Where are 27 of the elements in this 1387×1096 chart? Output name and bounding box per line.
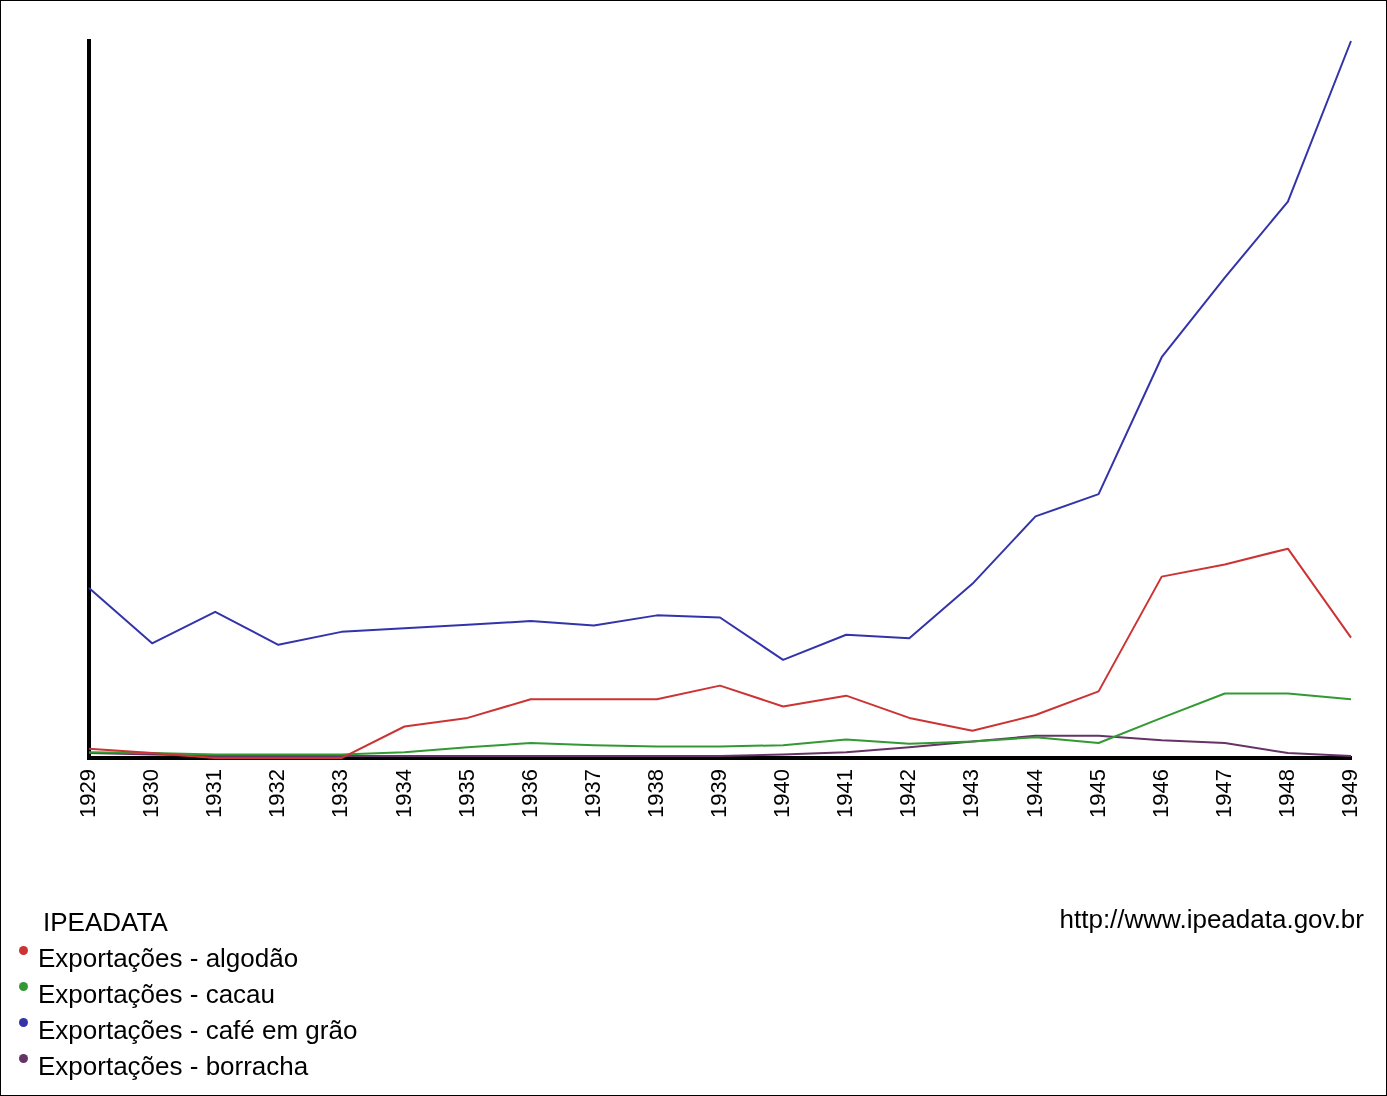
x-tick-label: 1945 bbox=[1084, 769, 1110, 819]
x-tick-label: 1939 bbox=[706, 769, 732, 819]
x-tick-label: 1943 bbox=[958, 769, 984, 819]
x-tick-label: 1933 bbox=[327, 769, 353, 819]
legend-label: Exportações - cacau bbox=[37, 978, 276, 1011]
x-tick-label: 1940 bbox=[769, 769, 795, 819]
x-tick-label: 1935 bbox=[453, 769, 479, 819]
x-tick-label: 1941 bbox=[832, 769, 858, 819]
legend-title: IPEADATA bbox=[42, 906, 169, 939]
legend-label: Exportações - algodão bbox=[37, 942, 300, 975]
x-tick-label: 1932 bbox=[264, 769, 290, 819]
x-tick-label: 1938 bbox=[642, 769, 668, 819]
text: http://www.ipeadata.gov.br bbox=[1059, 904, 1364, 935]
legend-label: Exportações - café em grão bbox=[37, 1014, 358, 1047]
x-tick-label: 1947 bbox=[1210, 769, 1236, 819]
x-tick-label: 1949 bbox=[1337, 769, 1363, 819]
x-tick-label: 1942 bbox=[895, 769, 921, 819]
x-tick-label: 1946 bbox=[1147, 769, 1173, 819]
x-tick-label: 1931 bbox=[201, 769, 227, 819]
legend-label: Exportações - borracha bbox=[37, 1050, 310, 1083]
x-tick-label: 1930 bbox=[138, 769, 164, 819]
x-tick-label: 1929 bbox=[75, 769, 101, 819]
x-tick-label: 1936 bbox=[516, 769, 542, 819]
x-tick-label: 1948 bbox=[1273, 769, 1299, 819]
x-tick-label: 1937 bbox=[579, 769, 605, 819]
x-tick-label: 1944 bbox=[1021, 769, 1047, 819]
x-tick-label: 1934 bbox=[390, 769, 416, 819]
